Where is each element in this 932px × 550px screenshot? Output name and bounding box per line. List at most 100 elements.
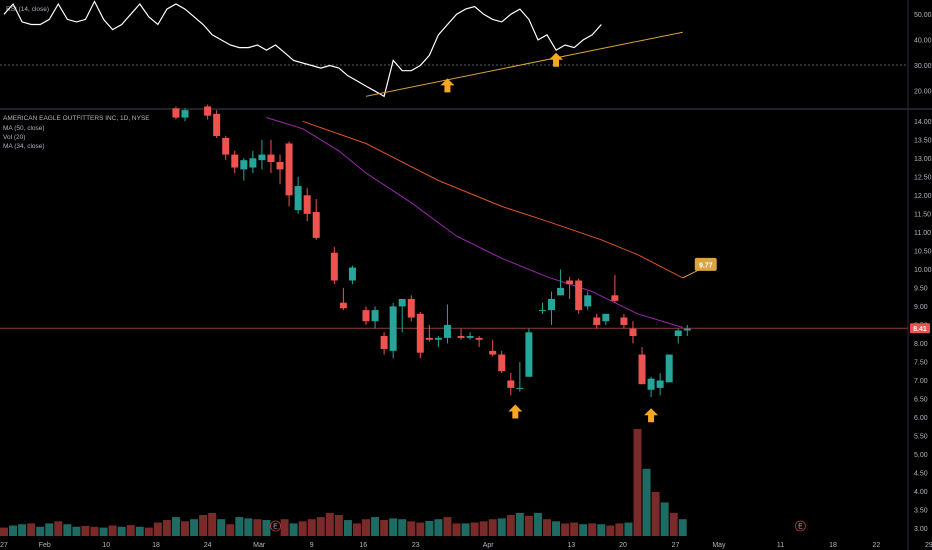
volume-bar [624,522,633,536]
candle-body [557,287,565,296]
volume-bar [63,524,72,536]
volume-bar [389,518,398,536]
ma50-tag-leader [682,269,699,279]
volume-bar [0,527,8,536]
date-tick-label: Feb [39,542,51,549]
volume-bar [524,515,533,536]
volume-bar [280,519,289,536]
candle-body [602,313,610,322]
ma50-tag-label: 9.77 [699,262,713,269]
volume-bar [27,523,36,536]
volume-bar [298,521,307,536]
ma50-tag-bg [694,257,717,271]
price-axis[interactable]: 3.00 3.50 4.00 4.50 5.00 5.50 6.00 6.50 7.00 7.50… [914,119,932,533]
price-tick-label: 9.00 [914,304,928,311]
candle-body [330,252,338,281]
price-tick-label: 6.50 [914,396,928,403]
candle-body [538,310,546,312]
price-tick-label: 12.00 [914,193,932,200]
candle-body [638,354,646,385]
volume-bar [461,523,470,536]
candles [172,104,691,398]
rsi-arrows [440,52,564,93]
volume-bar [470,522,479,536]
candle-body [267,154,275,162]
symbol-title: AMERICAN EAGLE OUTFITTERS INC, 1D, NYSE [3,115,150,122]
candle-body [629,328,637,337]
volume-bar [651,491,660,536]
volume-bar [380,520,389,536]
volume-bar [162,520,171,536]
candle-body [276,161,284,170]
candle-body [294,186,302,211]
candle-body [674,330,682,337]
volume-bar [99,527,108,536]
date-tick-label: 20 [619,542,627,549]
volume-bar [533,512,542,536]
price-tick-label: 14.00 [914,119,932,126]
date-tick-label: Mar [253,542,266,549]
price-tick-label: 5.50 [914,434,928,441]
price-tick-label: 4.50 [914,471,928,478]
candle-body [303,195,311,214]
candle-body [362,310,370,322]
candle-body [516,387,524,389]
earnings-icon [270,520,281,532]
current-price-tag-bg [910,323,930,334]
candle-body [398,299,406,307]
price-tick-label: 13.50 [914,137,932,144]
candle-body [475,337,483,340]
volume-bar [208,512,217,536]
current-price-label: 8.41 [913,326,927,333]
volume-bar [81,525,90,536]
time-axis[interactable]: 27 Feb 10 18 24 Mar 9 16 23 Apr 13 20 27 May 11 18 22 29 [0,542,932,549]
rsi-trendline[interactable] [365,31,683,97]
volume-bar [588,523,597,536]
volume-bar [615,523,624,536]
date-tick-label: 22 [873,542,881,549]
date-tick-label: 13 [568,542,576,549]
candle-body [172,108,180,118]
volume-bar [515,512,524,536]
candle-body [416,313,424,353]
price-tick-label: 12.50 [914,174,932,181]
volume-bar [371,517,380,536]
volume-bar [72,526,81,536]
volume-bar [552,521,561,536]
volume-bar [352,523,361,536]
rsi-axis: 20.00 30.00 40.00 50.00 [914,12,932,96]
candle-body [204,106,212,116]
candle-body [665,354,673,383]
earnings-icon [795,520,806,532]
rsi-line [3,0,602,98]
candle-body [443,324,451,338]
volume-bar [307,519,316,536]
current-price-tag: 8.41 [910,323,930,334]
candle-body [407,299,415,318]
candle-body [548,299,556,311]
date-tick-label: 27 [0,542,8,549]
earnings-label: E [798,524,803,531]
price-panel[interactable]: AMERICAN EAGLE OUTFITTERS INC, 1D, NYSE … [0,104,932,549]
rsi-panel[interactable]: RSI (14, close) 20.00 30.00 40.00 50.00 [0,0,932,98]
candle-body [285,143,293,196]
up-arrow-icon [508,404,523,419]
candle-body [593,317,601,325]
volume-bar [36,526,45,536]
price-tick-label: 3.50 [914,508,928,515]
candle-body [466,336,474,338]
volume-bar [217,519,226,536]
volume-bar [416,522,425,536]
price-tick-label: 11.00 [914,230,931,237]
date-tick-label: 18 [152,542,160,549]
candle-body [584,295,592,307]
volume-bar [362,519,370,536]
volume-bar [669,512,678,536]
up-arrow-icon [644,408,659,423]
volume-bar [479,521,488,536]
volume-bar [606,525,615,536]
volume-bar [570,522,579,536]
